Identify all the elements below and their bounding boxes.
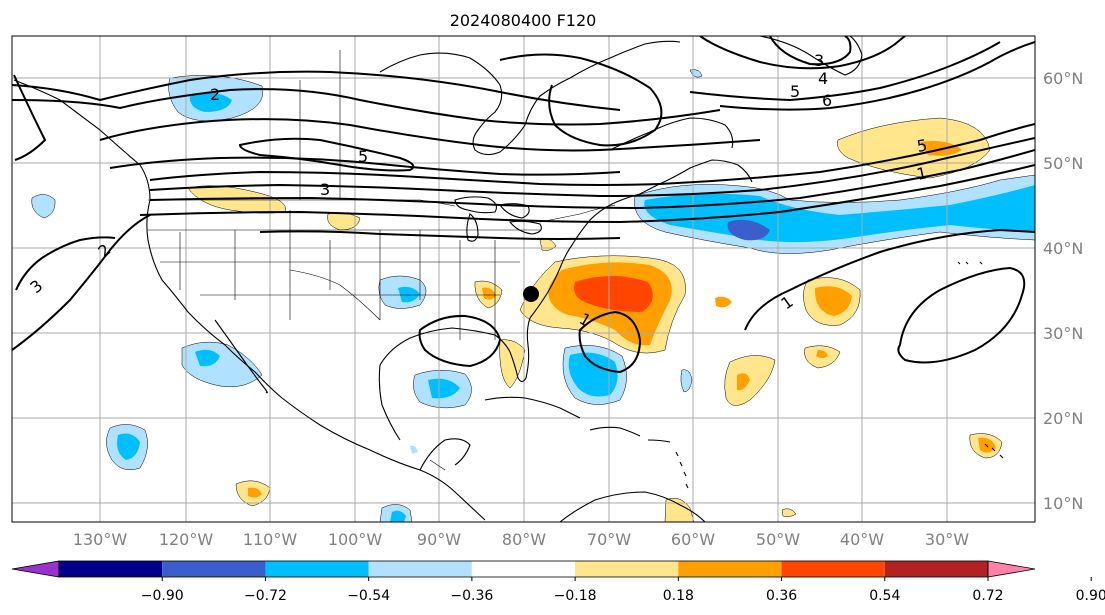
colorbar-tick-label: 0.54: [869, 588, 900, 604]
lon-label: 60°W: [671, 530, 715, 549]
lon-label: 70°W: [587, 530, 631, 549]
contour-label: 6: [822, 91, 832, 110]
contour-label: 3: [320, 180, 330, 199]
lon-label: 120°W: [159, 530, 214, 549]
colorbar-segment: [781, 561, 885, 577]
colorbar-tick-label: 0.36: [766, 588, 797, 604]
colorbar-tick-label: −0.36: [450, 588, 493, 604]
map-panel: 2 5 3 2 3 5 6 3 4 5 1 1 1: [12, 36, 1035, 522]
contour-label: 2: [210, 85, 220, 104]
colorbar-extend-low: [11, 560, 60, 578]
lat-label: 50°N: [1043, 154, 1083, 173]
lat-label: 30°N: [1043, 324, 1083, 343]
colorbar-extend-high: [987, 560, 1036, 578]
colorbar-segment: [368, 561, 472, 577]
lat-label: 20°N: [1043, 409, 1083, 428]
lon-label: 100°W: [328, 530, 383, 549]
contour-label: 1: [915, 163, 929, 184]
lon-label: 110°W: [243, 530, 298, 549]
map-frame: [11, 35, 1036, 523]
colorbar-tick-label: 0.90: [1076, 588, 1105, 604]
negative-anomaly-shading: [31, 69, 1035, 522]
gridlines: [12, 36, 1035, 522]
lat-label: 40°N: [1043, 239, 1083, 258]
lon-label: 50°W: [756, 530, 800, 549]
lat-label: 60°N: [1043, 69, 1083, 88]
contour-label: 3: [814, 51, 824, 70]
lon-label: 80°W: [502, 530, 546, 549]
colorbar-tick-label: −0.54: [347, 588, 390, 604]
contour-label: 5: [915, 135, 928, 155]
lon-label: 90°W: [417, 530, 461, 549]
colorbar-tick-label: −0.90: [141, 588, 184, 604]
lon-label: 130°W: [73, 530, 128, 549]
colorbar-segment: [162, 561, 266, 577]
colorbar-segment: [59, 561, 163, 577]
colorbar-segment: [884, 561, 988, 577]
lon-label: 40°W: [840, 530, 884, 549]
lon-label: 30°W: [925, 530, 969, 549]
contour-label: 5: [790, 82, 800, 101]
lat-label: 10°N: [1043, 494, 1083, 513]
longitude-labels: 130°W 120°W 110°W 100°W 90°W 80°W 70°W 6…: [73, 530, 969, 549]
contour-label: 4: [818, 69, 828, 88]
colorbar-segment: [471, 561, 576, 577]
latitude-labels: 60°N 50°N 40°N 30°N 20°N 10°N: [1043, 69, 1083, 513]
colorbar-segment: [265, 561, 369, 577]
colorbar-tick-label: −0.72: [244, 588, 287, 604]
contour-label: 5: [358, 147, 368, 166]
colorbar-tick-label: 0.18: [663, 588, 694, 604]
storm-center-marker: [523, 286, 539, 302]
height-contours: [12, 36, 1035, 374]
colorbar-ticks: −0.90 −0.72 −0.54 −0.36 −0.18 0.18 0.36 0.54 0.7…: [141, 577, 1105, 604]
colorbar-segments: [59, 561, 988, 577]
colorbar-segment: [575, 561, 679, 577]
colorbar: −0.90 −0.72 −0.54 −0.36 −0.18 0.18 0.36 0.54 0.7…: [11, 560, 1105, 604]
colorbar-tick-label: −0.18: [554, 588, 597, 604]
colorbar-segment: [678, 561, 782, 577]
map-title: 2024080400 F120: [450, 11, 597, 30]
colorbar-tick-label: 0.72: [972, 588, 1003, 604]
